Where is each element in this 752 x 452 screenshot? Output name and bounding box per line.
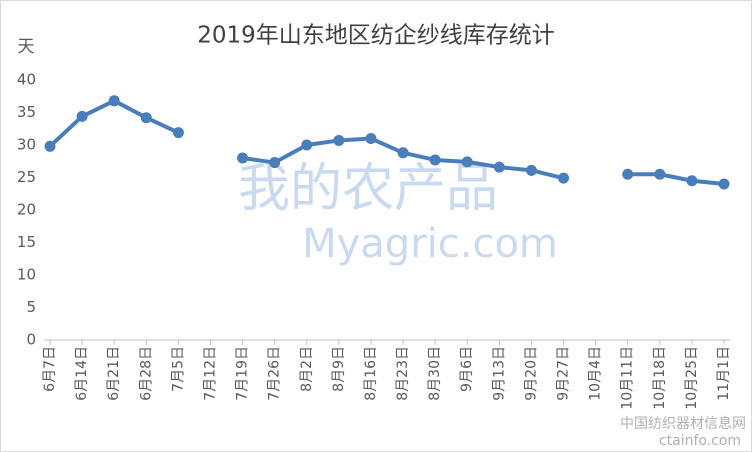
- point: [333, 134, 345, 146]
- x-tick-label: 9月13日: [491, 346, 507, 401]
- y-tick-label: 0: [26, 331, 36, 349]
- x-tick-label: 9月6日: [459, 346, 475, 392]
- x-tick-label: 8月30日: [427, 346, 443, 401]
- x-tick-label: 10月4日: [588, 346, 604, 401]
- point: [237, 152, 249, 164]
- x-tick-label: 6月21日: [106, 346, 122, 401]
- point: [365, 133, 377, 144]
- x-tick-label: 7月26日: [267, 346, 283, 401]
- x-tick-label: 7月12日: [202, 346, 218, 401]
- point: [622, 168, 634, 180]
- point: [269, 157, 281, 169]
- point: [718, 178, 730, 190]
- point: [429, 154, 441, 166]
- x-tick-label: 6月7日: [42, 346, 58, 392]
- watermark: 我的农产品: [238, 159, 498, 219]
- x-tick-label: 6月14日: [74, 346, 90, 401]
- point: [525, 164, 537, 176]
- point: [76, 110, 88, 122]
- x-tick-label: 8月2日: [299, 346, 315, 392]
- point: [397, 147, 409, 159]
- x-tick-label: 10月25日: [684, 346, 700, 410]
- point: [493, 161, 505, 173]
- x-tick-label: 7月19日: [235, 346, 251, 401]
- x-tick-label: 10月11日: [620, 346, 636, 410]
- point: [558, 172, 570, 184]
- point: [140, 112, 152, 124]
- y-tick-label: 15: [17, 233, 36, 251]
- watermark: Myagric.com: [302, 221, 558, 267]
- watermark: 中国纺织器材信息网: [620, 415, 746, 432]
- chart-title: 2019年山东地区纺企纱线库存统计: [197, 23, 555, 49]
- x-tick-label: 9月20日: [523, 346, 539, 401]
- y-tick-label: 20: [17, 201, 36, 219]
- point: [461, 156, 473, 168]
- point: [301, 139, 313, 151]
- x-tick-label: 6月28日: [138, 346, 154, 401]
- y-tick-label: 30: [17, 136, 36, 154]
- point: [108, 95, 120, 107]
- x-tick-label: 8月9日: [331, 346, 347, 392]
- point: [686, 175, 698, 187]
- y-tick-label: 10: [17, 266, 36, 284]
- y-tick-label: 25: [17, 168, 36, 186]
- point: [44, 140, 56, 152]
- point: [172, 127, 184, 139]
- x-tick-label: 10月18日: [652, 346, 668, 410]
- y-tick-label: 5: [26, 298, 36, 316]
- y-axis-label: 天: [18, 37, 35, 57]
- x-tick-label: 8月23日: [395, 346, 411, 401]
- x-tick-label: 7月5日: [170, 346, 186, 392]
- x-tick-label: 8月16日: [363, 346, 379, 401]
- y-tick-label: 40: [17, 71, 36, 89]
- watermark: ctainfo.com: [659, 433, 741, 449]
- line: [625, 172, 726, 186]
- x-tick-label: 9月27日: [556, 346, 572, 401]
- point: [654, 168, 666, 180]
- x-tick-label: 11月1日: [716, 346, 732, 401]
- y-tick-label: 35: [17, 103, 36, 121]
